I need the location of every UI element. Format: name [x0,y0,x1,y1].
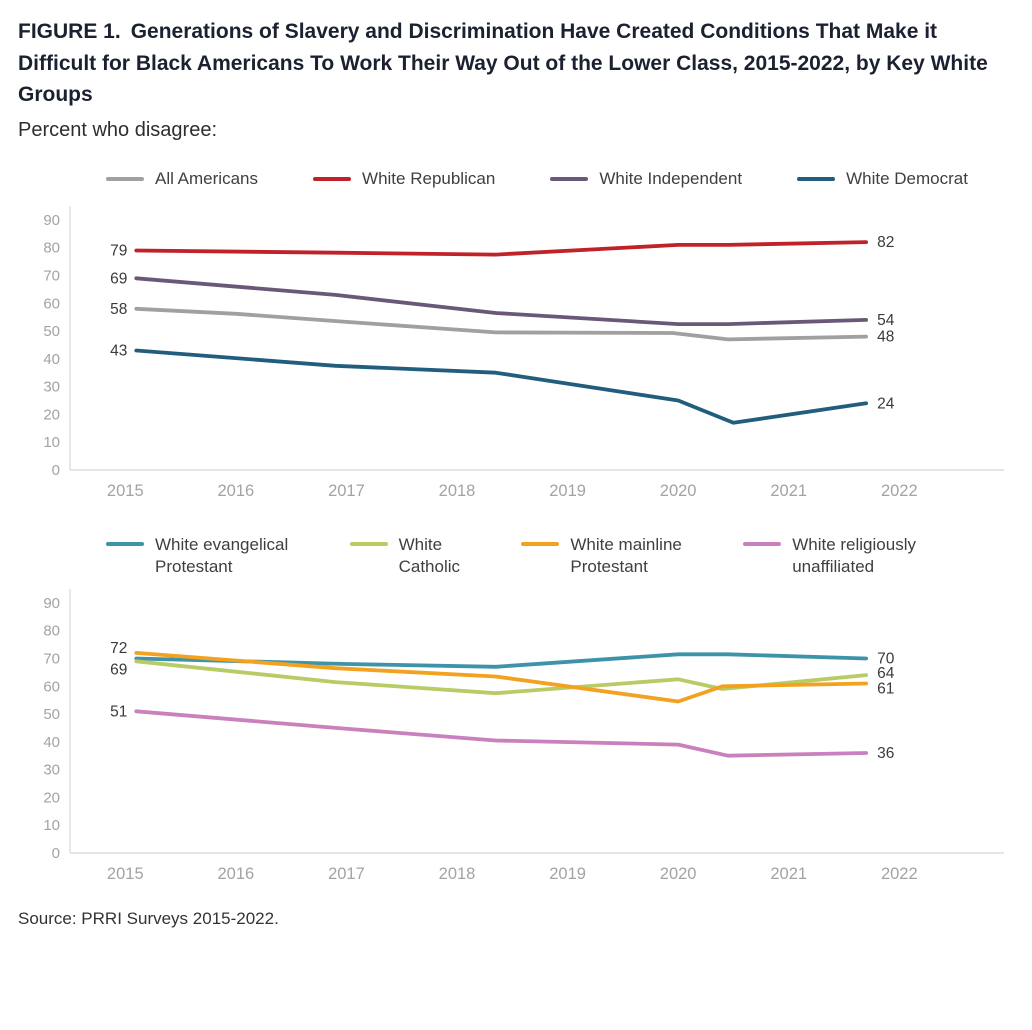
legend-swatch-icon [550,176,589,181]
series-end-value: 24 [877,395,895,412]
legend-label: White Catholic [398,534,461,577]
y-axis-tick-label: 20 [43,406,60,423]
y-axis-tick-label: 30 [43,379,60,396]
legend-label: White religiously unaffiliated [792,534,916,577]
series-line [134,650,868,704]
legend-item: White Catholic [349,534,461,579]
y-axis-tick-label: 10 [43,434,60,451]
x-axis-tick-label: 2020 [660,482,697,500]
y-axis-tick-label: 0 [52,462,60,479]
y-axis-tick-label: 70 [43,650,60,667]
figure-subtitle: Percent who disagree: [18,118,218,141]
series-end-value: 54 [877,312,895,329]
x-axis-tick-label: 2019 [549,865,586,883]
y-axis-tick-label: 70 [43,267,60,284]
legend-item: White mainline Protestant [521,534,682,579]
y-axis-tick-label: 40 [43,351,60,368]
figure-title: FIGURE 1. Generations of Slavery and Disc… [18,16,1016,111]
legend-label: White Independent [599,168,743,188]
series-end-value: 82 [877,234,894,251]
legend-swatch-icon [106,176,144,181]
series-line [134,306,868,342]
x-axis-tick-label: 2021 [770,865,807,883]
y-axis-tick-label: 10 [43,817,60,834]
bottom-chart-legend: White evangelical Protestant White Cathol… [18,534,1016,579]
x-axis-tick-label: 2015 [107,865,144,883]
legend-item: White religiously unaffiliated [743,534,916,579]
series-line [134,276,868,326]
x-axis-tick-label: 2016 [218,865,255,883]
source-note: Source: PRRI Surveys 2015-2022. [18,908,279,928]
y-axis-tick-label: 0 [52,845,60,862]
legend-swatch-icon [521,541,560,546]
x-axis-tick-label: 2016 [218,482,255,500]
y-axis-tick-label: 80 [43,622,60,639]
legend-label: White Republican [362,168,496,188]
legend-swatch-icon [797,176,836,181]
y-axis-tick-label: 80 [43,240,60,257]
series-end-value: 36 [877,745,894,762]
legend-swatch-icon [349,541,388,546]
series-end-value: 70 [877,650,895,667]
bottom-chart: White evangelical Protestant White Cathol… [18,534,1016,891]
top-chart: All Americans White Republican White Indep… [18,168,1016,508]
series-end-value: 61 [877,680,894,697]
x-axis-tick-label: 2022 [881,482,918,500]
x-axis-tick-label: 2015 [107,482,144,500]
legend-item: White Republican [313,168,495,190]
series-start-value: 69 [110,661,127,678]
legend-swatch-icon [743,541,782,546]
y-axis-tick-label: 30 [43,761,60,778]
top-chart-svg: 0 10 20 30 40 50 60 70 80 90 2015 2016 2017 2018 2019 2… [43,205,1004,500]
x-axis-tick-label: 2019 [549,482,586,500]
legend-label: White mainline Protestant [570,534,682,577]
x-axis-tick-label: 2020 [660,865,697,883]
figure-title-text: Generations of Slavery and Discriminatio… [18,20,988,106]
legend-label: White evangelical Protestant [155,534,289,577]
series-start-value: 79 [110,242,127,259]
legend-swatch-icon [106,541,144,546]
legend-item: White evangelical Protestant [106,534,288,579]
y-axis-tick-label: 90 [43,212,60,229]
series-start-value: 72 [110,640,127,657]
bottom-chart-svg: 0 10 20 30 40 50 60 70 80 90 2015 2016 2017 2018 2019 2… [43,588,1004,883]
series-line [134,709,868,758]
legend-item: All Americans [106,168,258,190]
x-axis-tick-label: 2017 [328,482,365,500]
x-axis-tick-label: 2018 [439,865,476,883]
x-axis-tick-label: 2021 [770,482,807,500]
y-axis-tick-label: 60 [43,295,60,312]
y-axis-tick-label: 90 [43,595,60,612]
series-start-value: 51 [110,703,127,720]
series-end-value: 48 [877,329,894,346]
figure-number: FIGURE 1. [18,20,121,43]
series-start-value: 43 [110,342,127,359]
legend-label: All Americans [155,168,258,188]
legend-swatch-icon [313,176,352,181]
x-axis-tick-label: 2017 [328,865,365,883]
x-axis-tick-label: 2022 [881,865,918,883]
series-line [134,348,868,425]
y-axis-tick-label: 40 [43,734,60,751]
x-axis-tick-label: 2018 [439,482,476,500]
y-axis-tick-label: 50 [43,706,60,723]
y-axis-tick-label: 60 [43,678,60,695]
legend-item: White Democrat [797,168,968,190]
legend-item: White Independent [550,168,742,190]
series-line [134,240,868,257]
series-line [134,652,868,669]
top-chart-legend: All Americans White Republican White Indep… [18,168,1016,190]
y-axis-tick-label: 50 [43,323,60,340]
series-start-value: 58 [110,301,127,318]
legend-label: White Democrat [846,168,968,188]
series-start-value: 69 [110,270,127,287]
y-axis-tick-label: 20 [43,789,60,806]
series-end-value: 64 [877,665,895,682]
